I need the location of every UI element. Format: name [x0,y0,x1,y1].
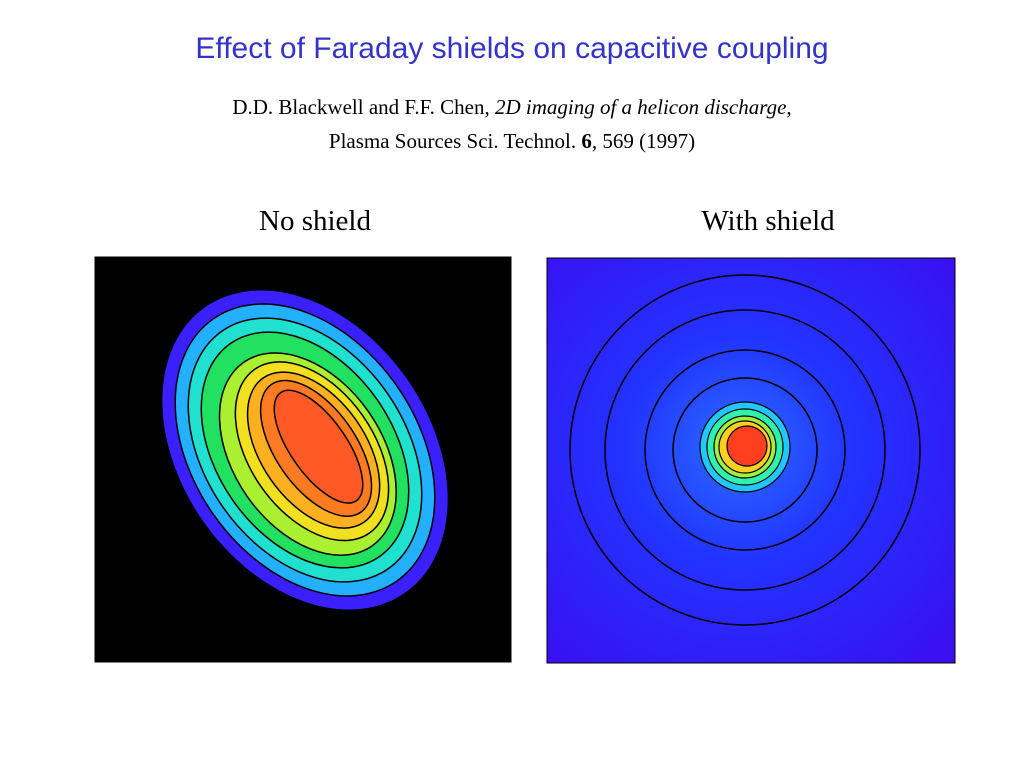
punctuation: , [786,95,792,119]
frame [546,257,956,664]
journal: Plasma Sources Sci. Technol. [328,129,577,153]
with-shield-image [547,258,955,663]
no-shield-image [95,257,511,662]
authors: D.D. Blackwell and F.F. Chen, [232,95,490,119]
volume: 6 [581,129,592,153]
frame [94,256,512,663]
pages-year: , 569 (1997) [591,129,696,153]
panel-label: With shield [701,205,835,237]
paper-title: 2D imaging of a helicon discharge [494,95,787,119]
citation-line: D.D. Blackwell and F.F. Chen, 2D imaging … [0,95,1024,120]
slide-title: Effect of Faraday shields on capacitive … [195,32,829,65]
panel-label: No shield [259,205,371,237]
citation-line: Plasma Sources Sci. Technol. 6, 569 (1997… [0,129,1024,154]
